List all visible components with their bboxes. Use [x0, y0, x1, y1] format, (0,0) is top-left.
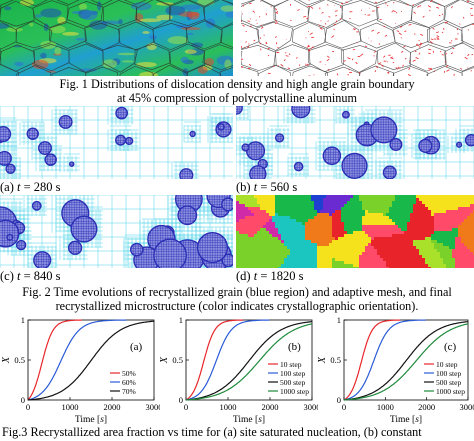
chart-panel-label: (b)	[288, 341, 301, 353]
y-axis-label: X	[1, 356, 12, 364]
series-line-2	[27, 320, 155, 401]
legend-label: 70%	[122, 387, 136, 396]
y-tick-label: 0	[179, 395, 183, 405]
series-line-0	[185, 319, 244, 401]
y-axis-label: X	[159, 356, 170, 364]
fig2-panel-b-image	[236, 106, 474, 179]
x-tick-label: 1000	[377, 402, 394, 412]
y-tick-label: 1	[21, 315, 25, 325]
fig2-caption-line2: recrystallized microstructure (color ind…	[55, 299, 419, 313]
chart-panel-label: (c)	[444, 341, 457, 353]
legend-label: 500 step	[436, 378, 461, 387]
y-tick-label: 0.5	[330, 355, 341, 365]
series-line-3	[343, 323, 469, 401]
x-tick-label: 0	[184, 402, 188, 412]
fig2-label-b: (b) t = 560 s	[236, 180, 298, 194]
x-tick-label: 1000	[220, 402, 237, 412]
final-microstructure-orientation-map	[236, 195, 474, 268]
fig1-caption-line2: at 45% compression of polycrystalline al…	[117, 91, 357, 105]
legend-label: 100 step	[280, 369, 305, 378]
legend-label: 1000 step	[436, 387, 465, 396]
series-line-3	[185, 323, 313, 401]
x-tick-label: 2000	[418, 402, 435, 412]
legend-label: 60%	[122, 378, 136, 387]
fig2-caption-line1: Fig. 2 Time evolutions of recrystallized…	[22, 285, 452, 299]
grain-boundary-map	[241, 0, 474, 76]
series-line-1	[343, 319, 426, 401]
y-tick-label: 0.5	[172, 355, 183, 365]
x-tick-label: 0	[342, 402, 346, 412]
legend-label: 10 step	[436, 360, 458, 369]
recrystallization-mesh-560s	[236, 106, 474, 179]
x-tick-label: 1000	[62, 402, 79, 412]
y-tick-label: 0.5	[14, 355, 25, 365]
fig2-panel-c-image	[0, 195, 233, 268]
series-line-2	[343, 321, 469, 401]
recrystallization-mesh-840s	[0, 195, 233, 268]
y-tick-label: 1	[337, 315, 341, 325]
series-line-1	[185, 319, 270, 401]
series-line-2	[185, 321, 313, 401]
series-line-0	[27, 319, 82, 401]
y-tick-label: 1	[179, 315, 183, 325]
x-tick-label: 2000	[262, 402, 279, 412]
legend-label: 10 step	[280, 360, 302, 369]
y-tick-label: 0	[21, 395, 25, 405]
series-line-1	[27, 319, 127, 401]
fig2-label-a: (a) t = 280 s	[0, 180, 61, 194]
fig2-panel-a-image	[0, 106, 233, 179]
x-axis-label: Time [s]	[390, 415, 422, 424]
legend-label: 100 step	[436, 369, 461, 378]
recrystallization-mesh-280s	[0, 106, 233, 179]
x-axis-label: Time [s]	[75, 415, 107, 424]
fig3-caption: Fig.3 Recrystallized area fraction vs ti…	[2, 425, 422, 439]
fig1-dislocation-density-image	[0, 0, 233, 76]
dislocation-density-map	[0, 0, 233, 76]
legend-label: 500 step	[280, 378, 305, 387]
series-line-0	[343, 319, 401, 401]
x-tick-label: 0	[26, 402, 30, 412]
legend-label: 50%	[122, 369, 136, 378]
x-axis-label: Time [s]	[233, 415, 265, 424]
fig2-label-d: (d) t = 1820 s	[236, 269, 304, 283]
y-tick-label: 0	[337, 395, 341, 405]
x-tick-label: 2000	[104, 402, 121, 412]
fig1-grain-boundary-image	[241, 0, 474, 76]
y-axis-label: X	[317, 356, 328, 364]
chart-panel-label: (a)	[130, 341, 143, 353]
fig2-label-c: (c) t = 840 s	[0, 269, 61, 283]
legend-label: 1000 step	[280, 387, 309, 396]
fig1-caption-line1: Fig. 1 Distributions of dislocation dens…	[59, 77, 415, 91]
fig2-panel-d-image	[236, 195, 474, 268]
